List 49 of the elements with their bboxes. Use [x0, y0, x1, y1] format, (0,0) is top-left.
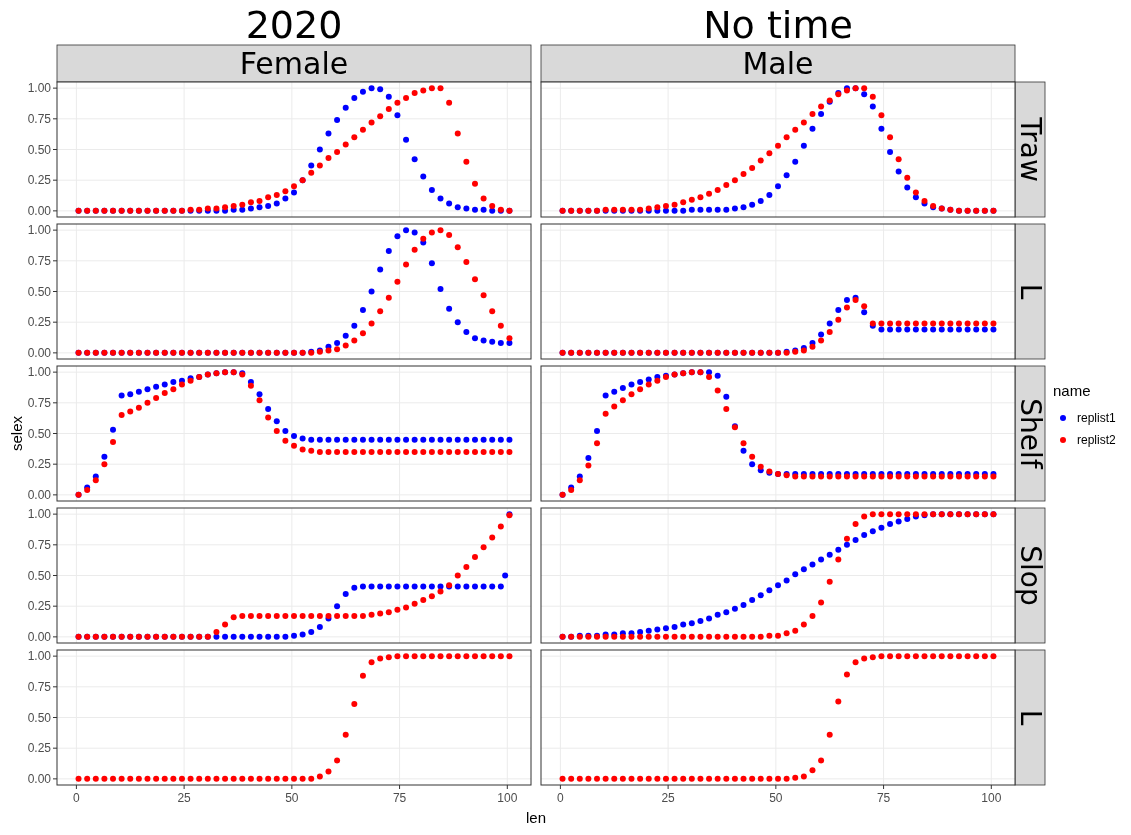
x-tick-label: 100: [497, 791, 518, 805]
chart-title: 2020: [245, 3, 343, 47]
y-tick-label: 0.25: [27, 173, 52, 188]
chart-subtitle: Female: [239, 46, 349, 81]
y-tick-label: 0.75: [27, 679, 52, 694]
y-tick-label: 0.75: [27, 395, 52, 410]
y-tick-label: 0.25: [27, 457, 52, 472]
y-tick-label: 1.00: [27, 81, 52, 96]
y-tick-label: 1.00: [27, 223, 52, 238]
y-tick-label: 0.75: [27, 111, 52, 126]
annotation: Slop: [1014, 545, 1047, 606]
y-tick-label: 0.00: [27, 487, 52, 502]
y-tick-label: 0.00: [27, 629, 52, 644]
annotation: L: [1014, 283, 1047, 300]
y-tick-label: 1.00: [27, 365, 52, 380]
y-tick-label: 0.25: [27, 741, 52, 756]
annotation: L: [1014, 709, 1047, 726]
y-tick-label: 0.50: [27, 568, 52, 583]
y-tick-label: 0.00: [27, 771, 52, 786]
x-tick-label: 0: [557, 791, 565, 805]
legend-label: replist2: [1077, 433, 1117, 447]
y-tick-label: 0.75: [27, 537, 52, 552]
x-tick-label: 75: [876, 791, 891, 805]
y-tick-label: 0.75: [27, 253, 52, 268]
annotation: Traw: [1014, 116, 1047, 182]
x-tick-label: 0: [73, 791, 81, 805]
legend-title: name: [1053, 382, 1091, 399]
x-axis-title: len: [525, 809, 547, 826]
x-tick-label: 100: [981, 791, 1002, 805]
y-tick-label: 1.00: [27, 507, 52, 522]
chart-title: No time: [703, 3, 853, 47]
y-tick-label: 0.50: [27, 710, 52, 725]
x-tick-label: 25: [177, 791, 192, 805]
annotation: Shelf: [1014, 398, 1047, 470]
y-tick-label: 0.00: [27, 345, 52, 360]
y-tick-label: 1.00: [27, 649, 52, 664]
y-tick-label: 0.25: [27, 599, 52, 614]
y-tick-label: 0.25: [27, 315, 52, 330]
y-tick-label: 0.50: [27, 284, 52, 299]
y-tick-label: 0.00: [27, 203, 52, 218]
chart-subtitle: Male: [742, 46, 814, 81]
y-tick-label: 0.50: [27, 426, 52, 441]
x-tick-label: 75: [392, 791, 407, 805]
legend-label: replist1: [1077, 411, 1117, 425]
y-tick-label: 0.50: [27, 142, 52, 157]
y-axis-title: selex: [8, 415, 25, 452]
x-tick-label: 50: [285, 791, 299, 805]
x-tick-label: 25: [661, 791, 676, 805]
x-tick-label: 50: [769, 791, 783, 805]
